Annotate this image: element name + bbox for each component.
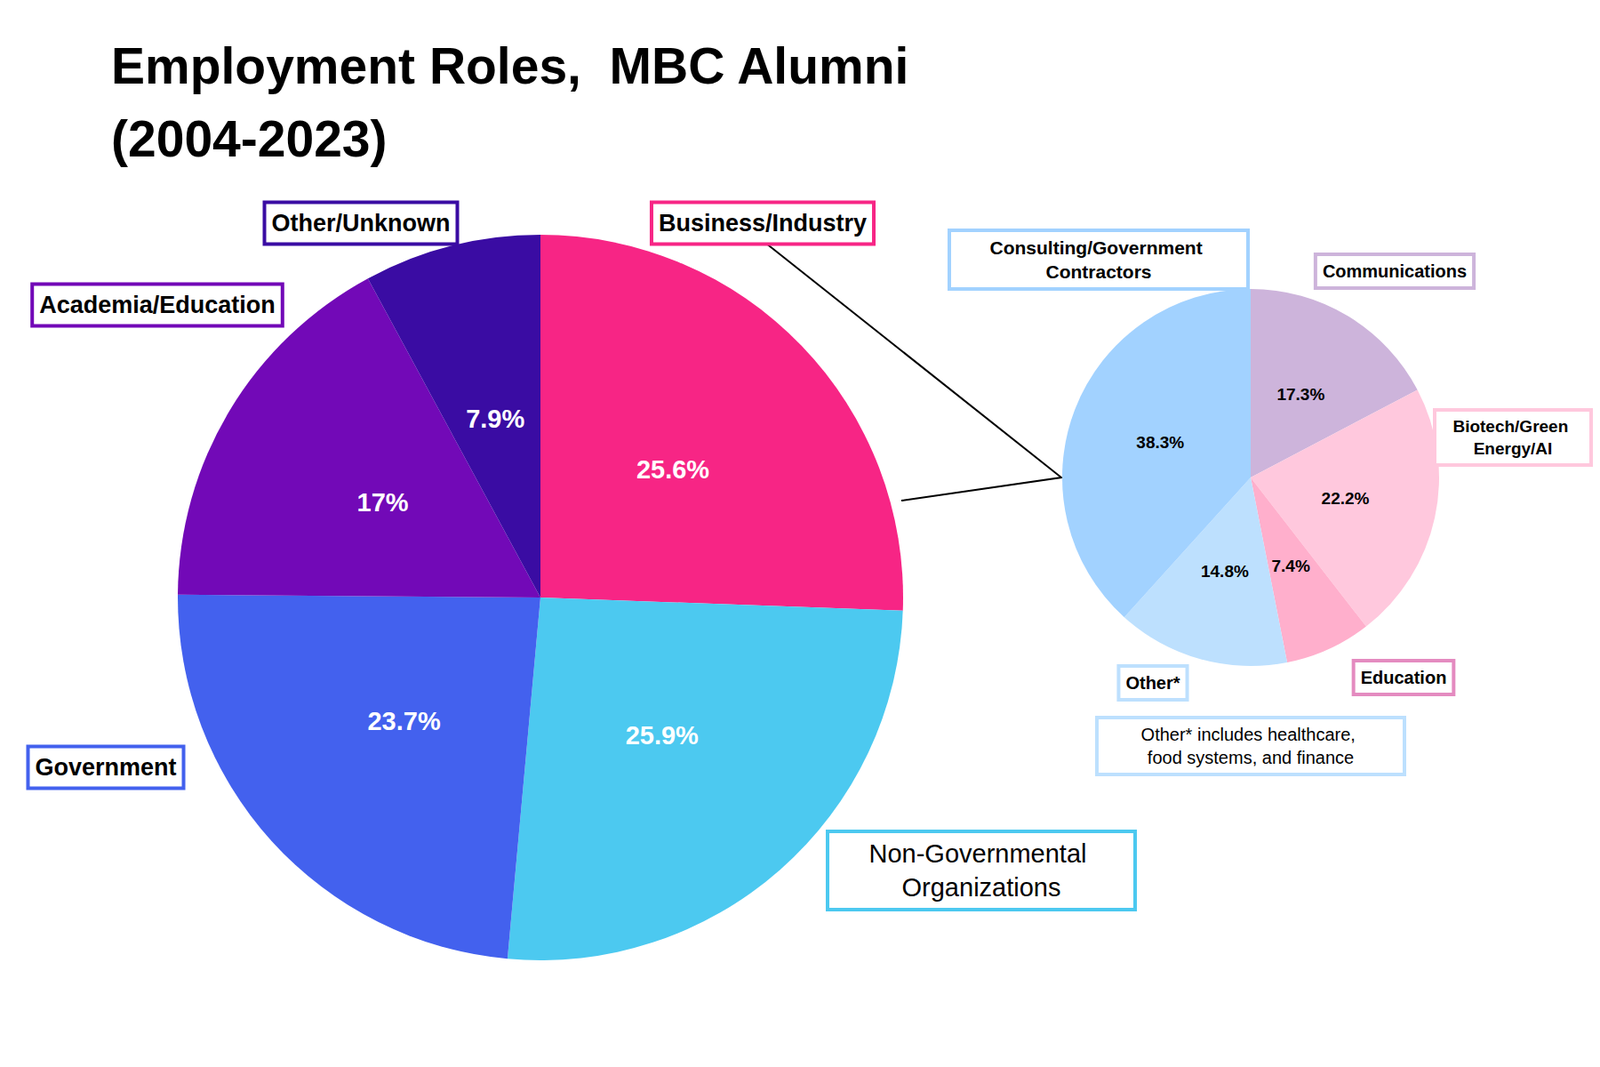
svg-text:17%: 17% [357,488,409,517]
svg-text:17.3%: 17.3% [1276,384,1325,404]
svg-text:Organizations: Organizations [902,872,1062,902]
svg-text:Energy/AI: Energy/AI [1473,439,1553,458]
svg-text:25.6%: 25.6% [636,455,710,484]
svg-text:Education: Education [1360,667,1448,688]
svg-text:Business/Industry: Business/Industry [658,209,867,237]
svg-text:Employment Roles, MBC Alumni: Employment Roles, MBC Alumni [111,37,909,95]
svg-text:Government: Government [34,753,176,781]
svg-text:7.4%: 7.4% [1272,556,1311,576]
svg-text:Other*: Other* [1125,672,1180,693]
svg-text:Communications: Communications [1322,261,1467,281]
svg-text:Academia/Education: Academia/Education [39,291,276,319]
svg-text:Contractors: Contractors [1045,261,1152,282]
svg-text:food systems, and finance: food systems, and finance [1147,747,1354,768]
svg-text:14.8%: 14.8% [1200,561,1249,581]
svg-text:Biotech/Green: Biotech/Green [1452,416,1573,436]
svg-text:38.3%: 38.3% [1136,432,1184,452]
svg-text:Other* includes healthcare,: Other* includes healthcare, [1141,724,1361,744]
svg-text:Consulting/Government: Consulting/Government [989,237,1208,258]
svg-text:22.2%: 22.2% [1321,488,1370,508]
svg-text:Other/Unknown: Other/Unknown [272,209,451,237]
svg-text:(2004-2023): (2004-2023) [111,110,388,168]
svg-text:25.9%: 25.9% [625,720,699,750]
svg-text:Non-Governmental: Non-Governmental [868,839,1094,868]
svg-text:7.9%: 7.9% [465,404,525,433]
svg-text:23.7%: 23.7% [367,706,440,736]
